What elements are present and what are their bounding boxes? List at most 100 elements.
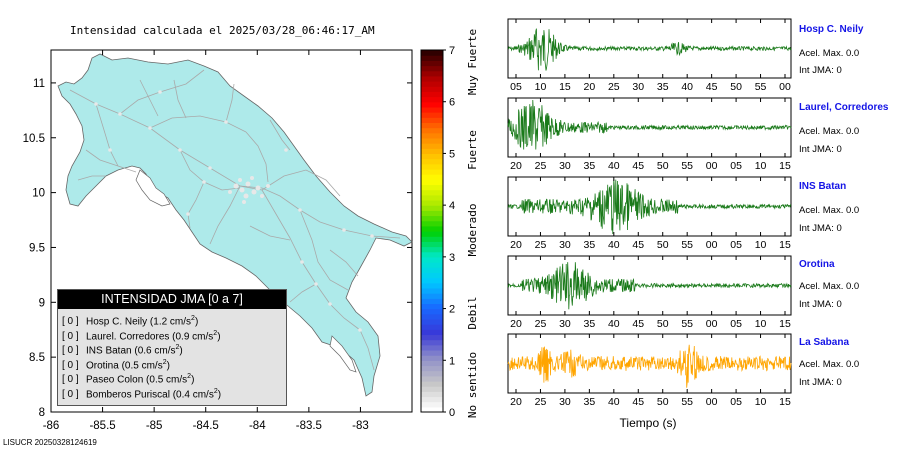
trace-tick-label: 25 — [608, 81, 620, 93]
colorbar-segment — [421, 365, 443, 372]
legend-row: [ 0 ] Bomberos Puriscal (0.4 cm/s2) — [58, 385, 286, 400]
map-xtick-label: -85.5 — [89, 420, 115, 432]
trace-tick-label: 45 — [632, 160, 644, 172]
map-xtick-label: -86 — [43, 420, 60, 432]
colorbar-segment — [421, 101, 443, 108]
colorbar-segment — [421, 70, 443, 77]
colorbar-segment — [421, 96, 443, 103]
trace-tick-label: 45 — [706, 81, 718, 93]
trace-tick-label: 10 — [535, 81, 547, 93]
map-ytick-label: 8.5 — [29, 352, 45, 364]
colorbar-segment — [421, 287, 443, 294]
colorbar-segment — [421, 137, 443, 144]
colorbar-segment — [421, 339, 443, 346]
trace-tick-label: 45 — [632, 318, 644, 330]
gulf-of-nicoya — [135, 169, 171, 207]
legend-station: Laurel. Corredores — [86, 330, 170, 342]
legend-pga-close: ) — [194, 316, 199, 328]
trace-tick-label: 50 — [657, 239, 669, 251]
trace-tick-label: 20 — [510, 239, 522, 251]
colorbar-segment — [421, 184, 443, 191]
colorbar-segment — [421, 127, 443, 134]
colorbar-segment — [421, 225, 443, 232]
colorbar-segment — [421, 344, 443, 351]
trace-tick-label: 30 — [559, 239, 571, 251]
legend-station: Bomberos Puriscal — [86, 388, 170, 400]
map-xtick-label: -84.5 — [193, 420, 219, 432]
trace-tick-label: 20 — [584, 81, 596, 93]
trace-tick-label: 20 — [510, 318, 522, 330]
legend-station: Hosp C. Neily — [86, 316, 148, 328]
colorbar-segment — [421, 148, 443, 155]
trace-tick-label: 00 — [706, 318, 718, 330]
trace-tick-label: 05 — [730, 318, 742, 330]
colorbar-segment — [421, 199, 443, 206]
colorbar-segment — [421, 313, 443, 320]
map-ytick-label: 10.5 — [23, 133, 45, 145]
colorbar-segment — [421, 272, 443, 279]
colorbar-segment — [421, 86, 443, 92]
colorbar-segment — [421, 303, 443, 310]
waveform-line — [507, 179, 792, 235]
colorbar-segment — [421, 163, 443, 170]
trace-tick-label: 25 — [535, 239, 547, 251]
trace-tick-label: 00 — [706, 239, 718, 251]
colorbar-segment — [421, 267, 443, 273]
trace-tick-label: 55 — [681, 318, 693, 330]
trace-tick-label: 50 — [730, 81, 742, 93]
legend-station: INS Batan — [86, 345, 132, 357]
trace-tick-label: 05 — [730, 239, 742, 251]
legend-row: [ 0 ] Hosp C. Neily (1.2 cm/s2) — [58, 312, 286, 327]
trace-tick-label: 45 — [632, 239, 644, 251]
legend-header: INTENSIDAD JMA [0 a 7] — [58, 290, 286, 309]
legend-row: [ 0 ] Paseo Colon (0.5 cm/s2) — [58, 370, 286, 385]
legend-pga-close: ) — [217, 388, 222, 400]
legend-row: [ 0 ] Orotina (0.5 cm/s2) — [58, 356, 286, 371]
legend-pga-exponent: 2 — [213, 387, 218, 395]
station-jma: Int JMA: 0 — [799, 299, 842, 310]
colorbar-segment — [421, 391, 443, 398]
trace-tick-label: 50 — [657, 318, 669, 330]
trace-tick-label: 20 — [510, 160, 522, 172]
legend-row: [ 0 ] Laurel. Corredores (0.9 cm/s2) — [58, 327, 286, 342]
map-ytick-label: 11 — [33, 78, 45, 90]
station-name: Orotina — [799, 259, 835, 270]
map-ytick-label: 10 — [32, 188, 45, 200]
trace-tick-label: 40 — [608, 396, 620, 408]
colorbar-tick-label: 4 — [449, 200, 455, 212]
colorbar-segment — [421, 158, 443, 165]
station-name: Hosp C. Neily — [799, 24, 864, 35]
trace-frame — [507, 255, 792, 316]
colorbar-segment — [421, 205, 443, 211]
legend-code: [ 0 ] — [62, 374, 79, 386]
trace-tick-label: 40 — [608, 160, 620, 172]
colorbar-segment — [421, 308, 443, 315]
legend-code: [ 0 ] — [62, 330, 79, 342]
trace-tick-label: 30 — [559, 160, 571, 172]
colorbar-segment — [421, 210, 443, 217]
trace-tick-label: 40 — [681, 81, 693, 93]
map-ytick-label: 9.5 — [29, 242, 45, 254]
colorbar-segment — [421, 406, 443, 413]
trace-tick-label: 05 — [730, 160, 742, 172]
legend-row: [ 0 ] INS Batan (0.6 cm/s2) — [58, 341, 286, 356]
legend-pga: (0.5 cm/s — [146, 374, 188, 386]
colorbar-segment — [421, 282, 443, 289]
legend-pga-close: ) — [166, 359, 170, 371]
city-markers — [94, 90, 374, 332]
trace-panel: 20 25 30 35 40 45 50 55 00 05 10 15 — [507, 255, 792, 330]
colorbar-segment — [421, 179, 443, 186]
trace-tick-label: 30 — [559, 318, 571, 330]
trace-tick-label: 35 — [657, 81, 669, 93]
map-xtick-label: -83 — [352, 420, 369, 432]
map-axes: -86 -85.5 -85 -84.5 -84 -83.5 -83 8 8.5 9 9.5 10 10.… — [23, 50, 412, 432]
station-acel: Acel. Max. 0.0 — [799, 281, 860, 292]
country-shape — [57, 53, 413, 397]
station-jma: Int JMA: 0 — [799, 223, 842, 234]
trace-tick-label: 15 — [779, 396, 791, 408]
colorbar-tick-label: 0 — [449, 407, 455, 419]
map-ytick-label: 9 — [39, 297, 45, 309]
colorbar-segment — [421, 241, 443, 248]
trace-tick-label: 15 — [779, 160, 791, 172]
trace-tick-label: 00 — [706, 396, 718, 408]
